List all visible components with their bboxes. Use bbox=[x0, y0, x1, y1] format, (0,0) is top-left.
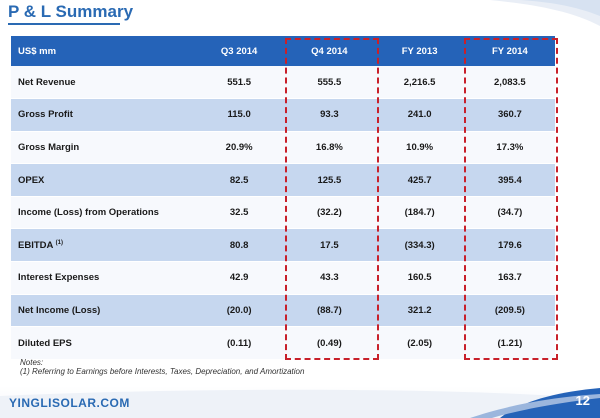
cell-value: (88.7) bbox=[284, 294, 375, 328]
header-q4-2014: Q4 2014 bbox=[284, 36, 375, 66]
notes-heading: Notes: bbox=[20, 358, 44, 367]
cell-value: 179.6 bbox=[464, 228, 555, 263]
table-row: Net Income (Loss) (20.0) (88.7) 321.2 (209.5… bbox=[11, 294, 555, 328]
cell-value: 241.0 bbox=[374, 98, 465, 132]
cell-value: 163.7 bbox=[464, 261, 555, 295]
cell-value: 125.5 bbox=[284, 163, 375, 197]
table-row: Interest Expenses 42.9 43.3 160.5 163.7 bbox=[11, 261, 555, 295]
cell-value: 17.3% bbox=[464, 131, 555, 165]
row-label-text: Interest Expenses bbox=[18, 272, 100, 284]
page-title: P & L Summary bbox=[8, 2, 134, 21]
cell-value: (2.05) bbox=[374, 326, 465, 360]
cell-value: 16.8% bbox=[284, 131, 375, 165]
cell-value: (184.7) bbox=[374, 196, 465, 230]
table-row: Diluted EPS (0.11) (0.49) (2.05) (1.21) bbox=[11, 326, 555, 360]
cell-value: 555.5 bbox=[284, 66, 375, 100]
row-label: Net Revenue bbox=[11, 66, 194, 100]
footnote-marker: (1) bbox=[55, 239, 63, 246]
footer-swoosh bbox=[0, 388, 600, 418]
row-label-text: Gross Profit bbox=[18, 109, 73, 121]
page-number: 12 bbox=[575, 393, 590, 408]
cell-value: (0.49) bbox=[284, 326, 375, 360]
notes: Notes: (1) Referring to Earnings before … bbox=[20, 358, 304, 376]
row-label-text: Net Revenue bbox=[18, 76, 76, 88]
table-row: Gross Margin 20.9% 16.8% 10.9% 17.3% bbox=[11, 131, 555, 165]
header-units: US$ mm bbox=[11, 36, 194, 66]
pl-summary-table: US$ mm Q3 2014 Q4 2014 FY 2013 FY 2014 N… bbox=[11, 36, 555, 360]
cell-value: 2,083.5 bbox=[464, 66, 555, 100]
row-label: Net Income (Loss) bbox=[11, 294, 194, 328]
cell-value: 425.7 bbox=[374, 163, 465, 197]
cell-value: 321.2 bbox=[374, 294, 465, 328]
cell-value: 80.8 bbox=[194, 228, 285, 263]
cell-value: 115.0 bbox=[194, 98, 285, 132]
row-label-text: Diluted EPS bbox=[18, 337, 72, 349]
cell-value: 2,216.5 bbox=[374, 66, 465, 100]
row-label-text: EBITDA bbox=[18, 239, 54, 251]
cell-value: (32.2) bbox=[284, 196, 375, 230]
row-label: Gross Margin bbox=[11, 131, 194, 165]
table-row: Income (Loss) from Operations 32.5 (32.2)(… bbox=[11, 196, 555, 230]
cell-value: (1.21) bbox=[464, 326, 555, 360]
cell-value: 20.9% bbox=[194, 131, 285, 165]
header-q3-2014: Q3 2014 bbox=[194, 36, 285, 66]
table-body: Net Revenue 551.5 555.5 2,216.5 2,083.5 Gross… bbox=[11, 66, 555, 360]
table-row: Net Revenue 551.5 555.5 2,216.5 2,083.5 bbox=[11, 66, 555, 100]
title-underline bbox=[8, 23, 120, 25]
row-label: Diluted EPS bbox=[11, 326, 194, 360]
row-label-text: OPEX bbox=[18, 174, 45, 186]
cell-value: 360.7 bbox=[464, 98, 555, 132]
table-row: EBITDA (1) 80.8 17.5 (334.3) 179.6 bbox=[11, 228, 555, 263]
row-label: Interest Expenses bbox=[11, 261, 194, 295]
cell-value: 42.9 bbox=[194, 261, 285, 295]
row-label: OPEX bbox=[11, 163, 194, 197]
cell-value: (209.5) bbox=[464, 294, 555, 328]
cell-value: 17.5 bbox=[284, 228, 375, 263]
table-header-row: US$ mm Q3 2014 Q4 2014 FY 2013 FY 2014 bbox=[11, 36, 555, 66]
cell-value: (0.11) bbox=[194, 326, 285, 360]
cell-value: (20.0) bbox=[194, 294, 285, 328]
header-fy-2013: FY 2013 bbox=[374, 36, 465, 66]
cell-value: 43.3 bbox=[284, 261, 375, 295]
cell-value: 93.3 bbox=[284, 98, 375, 132]
row-label-text: Gross Margin bbox=[18, 141, 80, 153]
table-row: Gross Profit 115.0 93.3 241.0 360.7 bbox=[11, 98, 555, 132]
yingli-logo-text: YINGLISOLAR.COM bbox=[9, 396, 130, 410]
cell-value: 395.4 bbox=[464, 163, 555, 197]
corner-decoration bbox=[490, 0, 600, 26]
table-row: OPEX 82.5 125.5 425.7 395.4 bbox=[11, 163, 555, 197]
row-label: EBITDA (1) bbox=[11, 228, 194, 263]
cell-value: (34.7) bbox=[464, 196, 555, 230]
row-label: Income (Loss) from Operations bbox=[11, 196, 194, 230]
cell-value: (334.3) bbox=[374, 228, 465, 263]
notes-line-1: (1) Referring to Earnings before Interes… bbox=[20, 367, 305, 376]
cell-value: 160.5 bbox=[374, 261, 465, 295]
row-label-text: Income (Loss) from Operations bbox=[18, 207, 159, 219]
header-fy-2014: FY 2014 bbox=[464, 36, 555, 66]
row-label: Gross Profit bbox=[11, 98, 194, 132]
cell-value: 10.9% bbox=[374, 131, 465, 165]
cell-value: 82.5 bbox=[194, 163, 285, 197]
cell-value: 551.5 bbox=[194, 66, 285, 100]
row-label-text: Net Income (Loss) bbox=[18, 304, 101, 316]
cell-value: 32.5 bbox=[194, 196, 285, 230]
